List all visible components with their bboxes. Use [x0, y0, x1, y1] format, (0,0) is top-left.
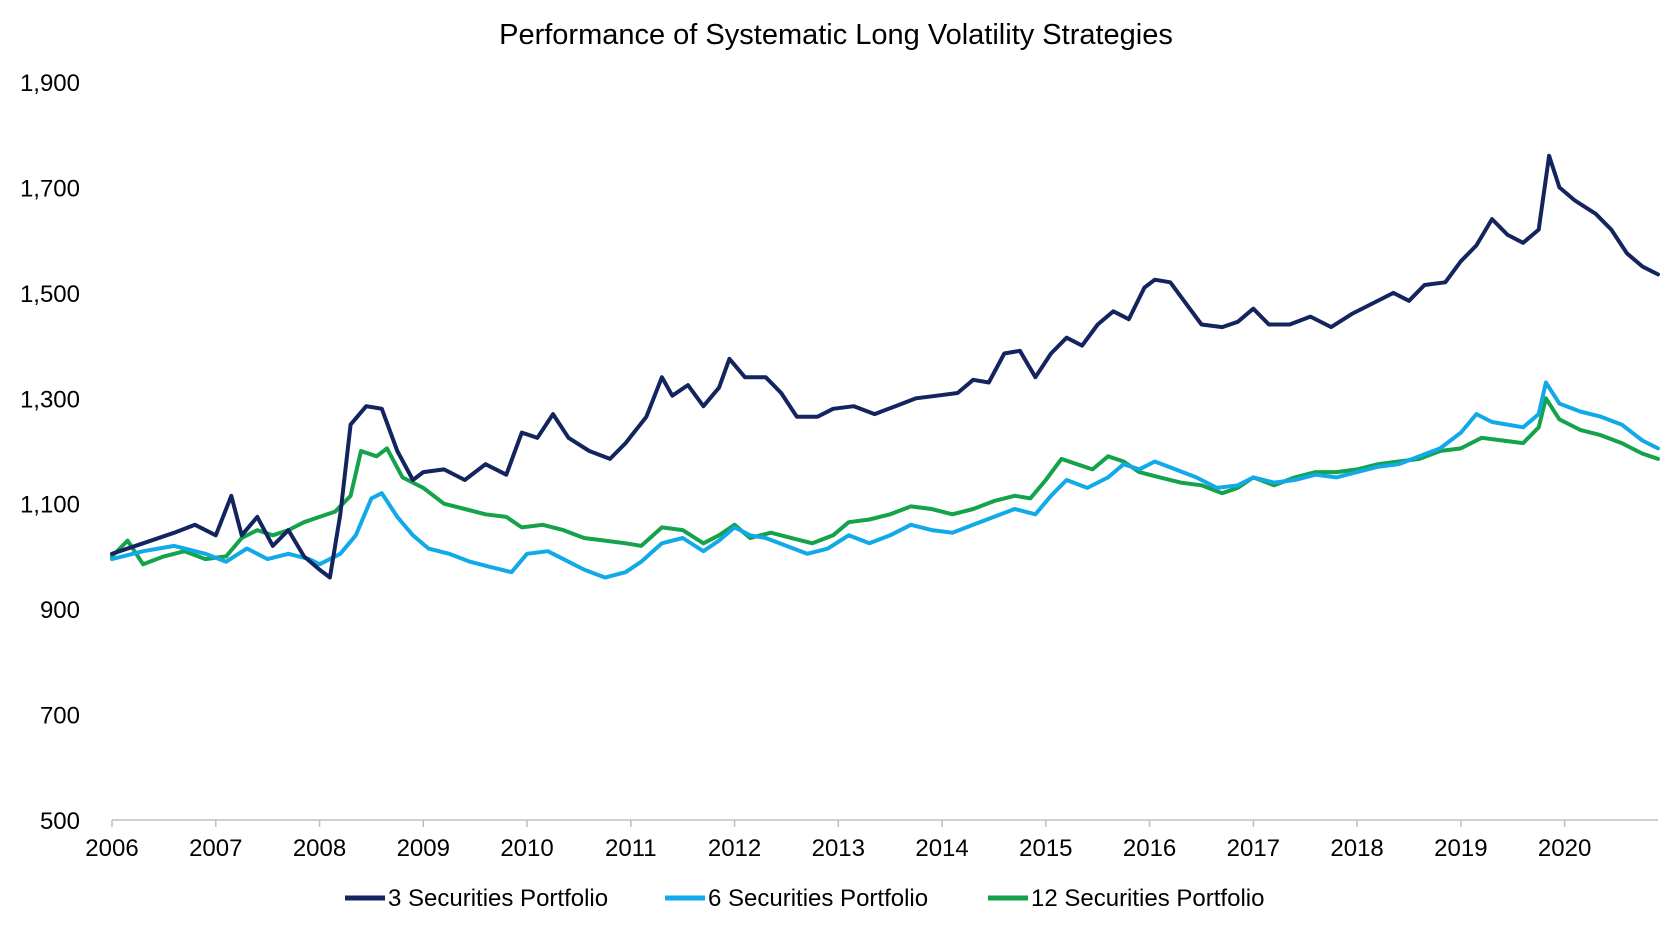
x-tick-label: 2006: [85, 835, 138, 862]
x-tick-label: 2012: [708, 835, 761, 862]
x-tick-label: 2010: [500, 835, 553, 862]
x-tick-label: 2015: [1019, 835, 1072, 862]
legend-label: 3 Securities Portfolio: [388, 885, 608, 912]
legend-label: 12 Securities Portfolio: [1031, 885, 1264, 912]
series-line-12-securities: [110, 396, 1660, 567]
y-tick-label: 1,700: [20, 175, 80, 202]
x-tick-label: 2014: [915, 835, 968, 862]
x-axis: 2006 2007 2008 2009 2010 2011 2012 2013 2014 2015…: [85, 819, 1658, 862]
y-tick-label: 1,300: [20, 386, 80, 413]
x-tick-label: 2009: [397, 835, 450, 862]
x-tick-label: 2020: [1538, 835, 1591, 862]
legend-label: 6 Securities Portfolio: [708, 885, 928, 912]
y-tick-label: 1,500: [20, 281, 80, 308]
y-axis: 500 700 900 1,100 1,300 1,500 1,700 1,900: [20, 70, 80, 835]
chart-title: Performance of Systematic Long Volatilit…: [499, 19, 1173, 51]
x-tick-label: 2019: [1434, 835, 1487, 862]
x-tick-label: 2008: [293, 835, 346, 862]
y-tick-label: 500: [40, 808, 80, 835]
series-line-6-securities: [110, 380, 1660, 580]
y-tick-label: 1,100: [20, 492, 80, 519]
x-tick-label: 2007: [189, 835, 242, 862]
y-tick-label: 700: [40, 703, 80, 730]
x-tick-label: 2016: [1123, 835, 1176, 862]
x-tick-label: 2011: [605, 835, 657, 862]
x-tick-label: 2017: [1227, 835, 1280, 862]
x-tick-label: 2018: [1330, 835, 1383, 862]
x-tick-label: 2013: [812, 835, 865, 862]
y-tick-label: 900: [40, 597, 80, 624]
legend: 3 Securities Portfolio 6 Securities Portf…: [345, 885, 1264, 912]
series-line-3-securities: [110, 153, 1660, 580]
y-tick-label: 1,900: [20, 70, 80, 97]
plot-area: [110, 153, 1660, 580]
